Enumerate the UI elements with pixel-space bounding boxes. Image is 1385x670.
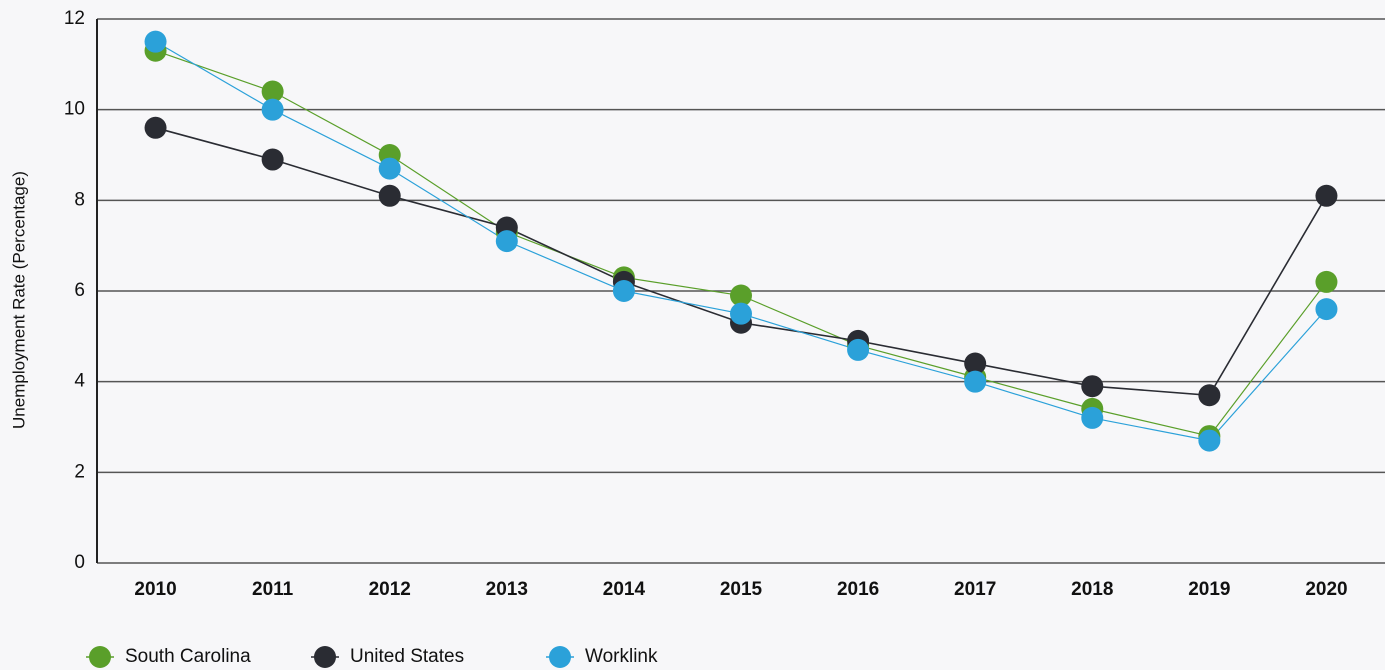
data-point [1315,270,1338,293]
data-point [495,230,518,253]
series-line [155,127,1328,397]
y-tick-label: 0 [74,552,85,573]
legend-label: Worklink [585,646,658,667]
data-point [261,80,284,103]
y-tick-label: 4 [74,371,85,392]
data-point [378,157,401,180]
data-point [730,302,752,325]
legend-marker [314,646,336,668]
x-tick-label: 2011 [252,579,294,600]
legend-marker [89,646,111,668]
x-tick-label: 2018 [1071,579,1113,600]
data-point [612,280,635,302]
y-tick-label: 8 [74,189,85,210]
legend-marker [549,646,571,668]
legend-label: United States [350,646,464,667]
data-point [378,184,401,207]
x-tick-label: 2010 [134,579,176,600]
data-point [261,148,284,171]
x-tick-label: 2016 [837,579,879,600]
y-tick-label: 6 [74,280,85,301]
x-tick-label: 2019 [1188,579,1230,600]
data-point [144,30,167,53]
data-point [1315,298,1338,321]
data-point [1198,384,1221,407]
series-line [155,50,1327,437]
data-point [1081,375,1104,398]
series-line [155,41,1327,442]
x-tick-label: 2014 [603,579,646,600]
data-point [847,338,870,361]
data-point [730,284,752,307]
x-tick-label: 2015 [720,579,763,600]
data-point [144,116,167,139]
data-point [964,352,987,375]
legend-label: South Carolina [125,646,251,667]
data-point [261,98,284,121]
x-tick-label: 2012 [369,579,411,600]
y-tick-label: 10 [64,99,85,120]
y-axis-label: Unemployment Rate (Percentage) [9,171,28,429]
data-point [1315,184,1338,207]
data-point [1198,429,1221,452]
data-point [1081,406,1104,429]
y-tick-label: 2 [74,461,85,482]
data-point [964,370,987,393]
x-tick-label: 2020 [1305,579,1347,600]
x-tick-label: 2013 [486,579,528,600]
y-tick-label: 12 [64,8,85,29]
x-tick-label: 2017 [954,579,996,600]
